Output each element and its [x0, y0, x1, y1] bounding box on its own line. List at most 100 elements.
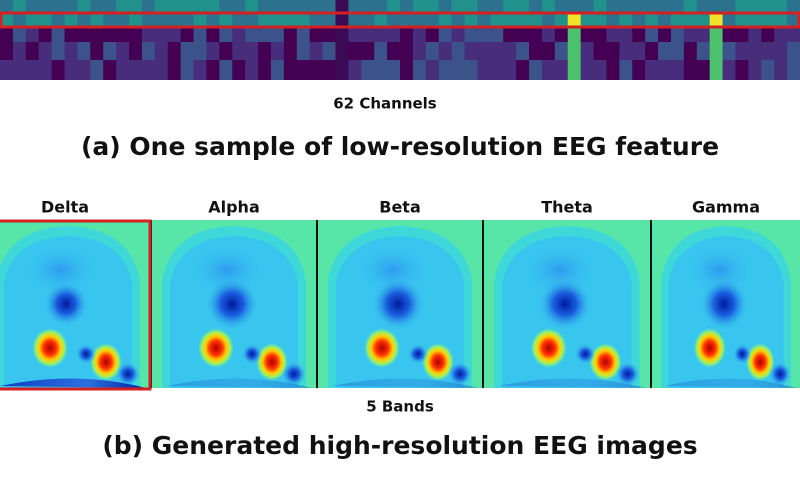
blob [116, 362, 140, 386]
heat-cell [606, 26, 620, 42]
image [652, 220, 800, 388]
band-image [152, 220, 316, 388]
heat-cell [25, 26, 40, 42]
heat-cell [77, 0, 91, 14]
heat-cell [787, 26, 800, 42]
heat-cell [761, 0, 775, 14]
heat-cell [567, 26, 582, 42]
heat-cell [593, 0, 607, 14]
blob [32, 328, 68, 368]
heat-cell [38, 60, 53, 80]
heat-cell [322, 26, 336, 42]
heat-cell [335, 60, 349, 80]
heat-cell [12, 60, 27, 80]
blob [693, 328, 726, 368]
heat-cell [25, 60, 40, 80]
heat-cell [322, 0, 336, 14]
heat-cell [25, 0, 40, 14]
blob [530, 328, 567, 368]
heat-cell [787, 0, 800, 14]
heat-cell [167, 60, 182, 80]
heat-cell [193, 0, 207, 14]
heat-cell [77, 14, 91, 26]
heat-cell [348, 42, 362, 60]
heat-cell [477, 60, 491, 80]
heat-cell [632, 42, 646, 60]
heat-cell [103, 26, 117, 42]
heat-cell [219, 60, 233, 80]
heat-cell [464, 14, 478, 26]
blob [364, 328, 400, 368]
blob [664, 378, 797, 388]
image [484, 220, 650, 388]
heat-cell [141, 0, 156, 14]
heat-cell [206, 60, 220, 80]
heat-cell [696, 42, 711, 60]
heat-cell [425, 26, 440, 42]
heat-cell [129, 0, 143, 14]
heat-cell [774, 42, 788, 60]
heat-cell [593, 42, 607, 60]
heat-cell [374, 60, 388, 80]
highlight-box [0, 11, 800, 29]
blob [498, 378, 646, 388]
heat-cell [541, 26, 556, 42]
heat-cell [77, 60, 91, 80]
heat-cell [554, 42, 569, 60]
heat-cell [606, 60, 620, 80]
heat-cell [387, 60, 401, 80]
heat-cell [438, 42, 453, 60]
heat-cell [309, 14, 324, 26]
heat-cell [90, 14, 104, 26]
heat-cell [619, 60, 633, 80]
heat-cell [670, 60, 685, 80]
heat-cell [193, 14, 207, 26]
blob [242, 344, 262, 364]
heat-cell [722, 26, 736, 42]
heat-cell [374, 42, 388, 60]
blob [166, 378, 312, 388]
heat-cell [258, 26, 272, 42]
heat-cell [683, 0, 698, 14]
heat-cell [787, 60, 800, 80]
heat-cell [0, 14, 14, 26]
heat-cell [696, 60, 711, 80]
heat-cell [64, 14, 78, 26]
heat-cell [361, 14, 375, 26]
heat-cell [619, 14, 633, 26]
heat-cell [696, 14, 711, 26]
heat-cell [722, 42, 736, 60]
heat-cell [464, 26, 478, 42]
heat-cell [774, 60, 788, 80]
blob [332, 378, 478, 388]
heat-cell [619, 42, 633, 60]
heat-cell [232, 0, 246, 14]
heat-cell [696, 26, 711, 42]
heat-cell [580, 26, 595, 42]
heat-cell [90, 60, 104, 80]
heat-cell [296, 26, 311, 42]
heat-cell [580, 60, 595, 80]
heat-cell [554, 26, 569, 42]
heat-cell [477, 26, 491, 42]
heat-cell [412, 14, 427, 26]
heat-cell [219, 42, 233, 60]
heat-cell [516, 0, 530, 14]
heat-cell [154, 60, 169, 80]
heat-cell [309, 42, 324, 60]
heat-cell [167, 26, 182, 42]
heat-cell [748, 42, 762, 60]
heat-cell [722, 14, 736, 26]
blob [615, 362, 640, 386]
heat-cell [167, 14, 182, 26]
heat-cell [529, 42, 543, 60]
heat-cell [400, 0, 414, 14]
heat-cell [567, 14, 582, 26]
heat-cell [374, 26, 388, 42]
blob [448, 362, 472, 386]
blob [422, 343, 454, 381]
heat-cell [335, 14, 349, 26]
heat-cell [245, 14, 259, 26]
heat-cell [103, 60, 117, 80]
heat-cell [400, 26, 414, 42]
